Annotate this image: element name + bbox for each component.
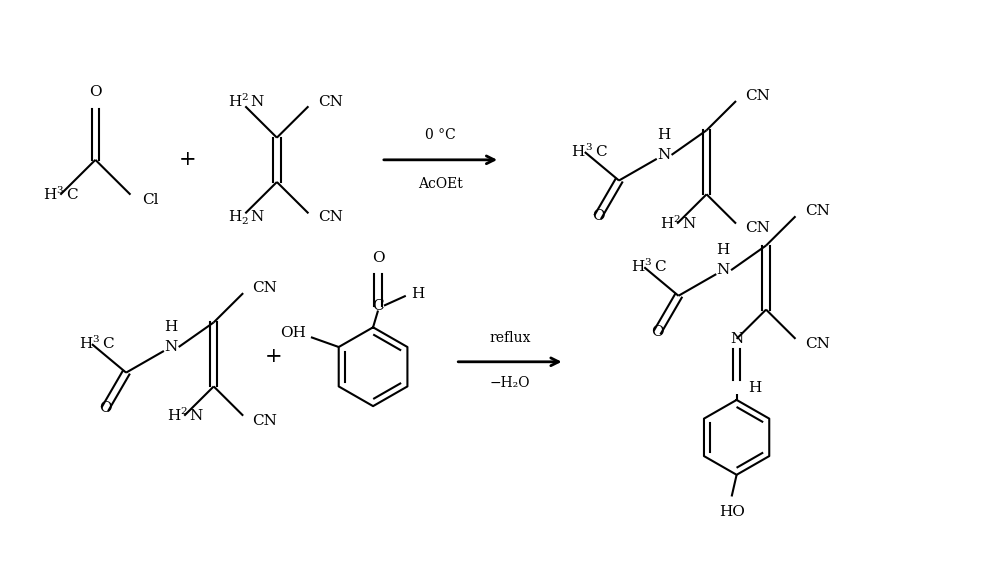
- Text: C: C: [102, 337, 114, 351]
- Text: C: C: [66, 187, 78, 202]
- Text: 0 °C: 0 °C: [425, 128, 456, 142]
- Text: 2: 2: [673, 215, 680, 224]
- Text: N: N: [682, 217, 696, 231]
- Text: O: O: [89, 85, 102, 99]
- Text: CN: CN: [253, 281, 277, 295]
- Text: Cl: Cl: [142, 193, 159, 207]
- Text: 2: 2: [180, 406, 187, 415]
- Text: 3: 3: [644, 258, 651, 267]
- Text: H: H: [43, 187, 56, 202]
- Text: 3: 3: [92, 335, 99, 344]
- Text: H: H: [411, 287, 424, 301]
- Text: H: H: [228, 211, 241, 224]
- Text: CN: CN: [318, 95, 343, 109]
- Text: H: H: [167, 409, 180, 423]
- Text: N: N: [251, 211, 264, 224]
- Text: 3: 3: [56, 186, 63, 195]
- Text: H: H: [228, 95, 241, 109]
- Text: N: N: [730, 332, 743, 346]
- Text: H: H: [657, 128, 670, 142]
- Text: H: H: [717, 243, 730, 257]
- Text: H: H: [79, 337, 92, 351]
- Text: 2: 2: [241, 93, 248, 102]
- Text: C: C: [595, 145, 606, 159]
- Text: HO: HO: [719, 505, 745, 519]
- Text: CN: CN: [745, 221, 770, 235]
- Text: 3: 3: [585, 143, 591, 152]
- Text: H: H: [660, 217, 673, 231]
- Text: O: O: [651, 325, 664, 338]
- Text: reflux: reflux: [489, 331, 531, 345]
- Text: C: C: [654, 260, 666, 274]
- Text: H: H: [631, 260, 644, 274]
- Text: H: H: [164, 320, 177, 334]
- Text: N: N: [164, 340, 177, 354]
- Text: N: N: [190, 409, 203, 423]
- Text: CN: CN: [253, 414, 277, 428]
- Text: −H₂O: −H₂O: [490, 377, 530, 391]
- Text: H: H: [572, 145, 585, 159]
- Text: 2: 2: [241, 217, 248, 226]
- Text: H: H: [748, 381, 761, 395]
- Text: +: +: [179, 150, 196, 169]
- Text: C: C: [372, 298, 384, 312]
- Text: O: O: [372, 251, 384, 265]
- Text: CN: CN: [318, 211, 343, 224]
- Text: N: N: [717, 263, 730, 277]
- Text: CN: CN: [745, 89, 770, 103]
- Text: N: N: [657, 148, 670, 162]
- Text: +: +: [265, 347, 283, 367]
- Text: CN: CN: [805, 204, 830, 218]
- Text: N: N: [251, 95, 264, 109]
- Text: O: O: [592, 209, 604, 224]
- Text: O: O: [99, 401, 112, 415]
- Text: CN: CN: [805, 337, 830, 351]
- Text: AcOEt: AcOEt: [418, 177, 463, 191]
- Text: OH: OH: [280, 326, 306, 340]
